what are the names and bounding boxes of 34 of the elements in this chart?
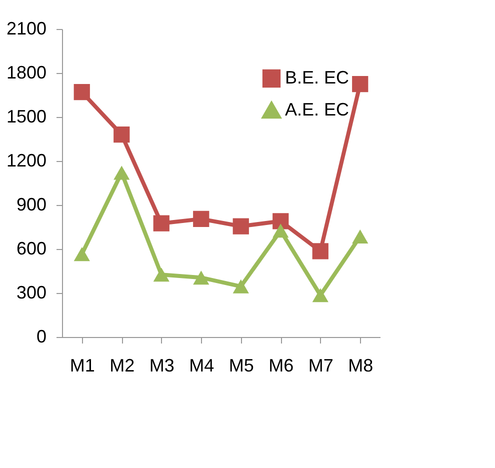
point	[74, 84, 90, 100]
y-tick-label: 900	[16, 194, 46, 214]
point	[193, 270, 210, 285]
point	[74, 247, 90, 262]
y-tick-label: 300	[16, 282, 46, 302]
y-tick-label: 1200	[6, 150, 46, 170]
y-tick-label: 0	[36, 326, 46, 346]
legend-label: B.E. EC	[285, 68, 350, 88]
x-tick-label: M2	[110, 356, 135, 376]
x-tick-label: M1	[70, 356, 95, 376]
point	[193, 210, 210, 227]
y-tick-label: 1500	[6, 106, 46, 126]
point	[232, 279, 249, 294]
x-tick-label: M4	[189, 356, 214, 376]
y-tick-label: 2100	[6, 18, 46, 38]
y-tick-label: 600	[16, 238, 46, 258]
x-tick-label: M3	[149, 356, 174, 376]
point	[272, 213, 289, 230]
legend-label: A.E. EC	[285, 100, 350, 120]
point	[232, 218, 249, 234]
point	[153, 215, 170, 232]
x-tick-label: M8	[348, 356, 374, 376]
point	[153, 268, 170, 282]
point	[272, 224, 289, 238]
point	[352, 230, 368, 244]
point	[352, 76, 368, 92]
point	[312, 243, 328, 260]
y-tick-label: 1800	[6, 62, 46, 82]
x-tick-label: M6	[268, 356, 294, 376]
point	[114, 166, 130, 180]
point	[312, 288, 328, 302]
point	[114, 126, 130, 143]
x-tick-label: M5	[228, 356, 254, 376]
x-tick-label: M7	[308, 356, 334, 376]
